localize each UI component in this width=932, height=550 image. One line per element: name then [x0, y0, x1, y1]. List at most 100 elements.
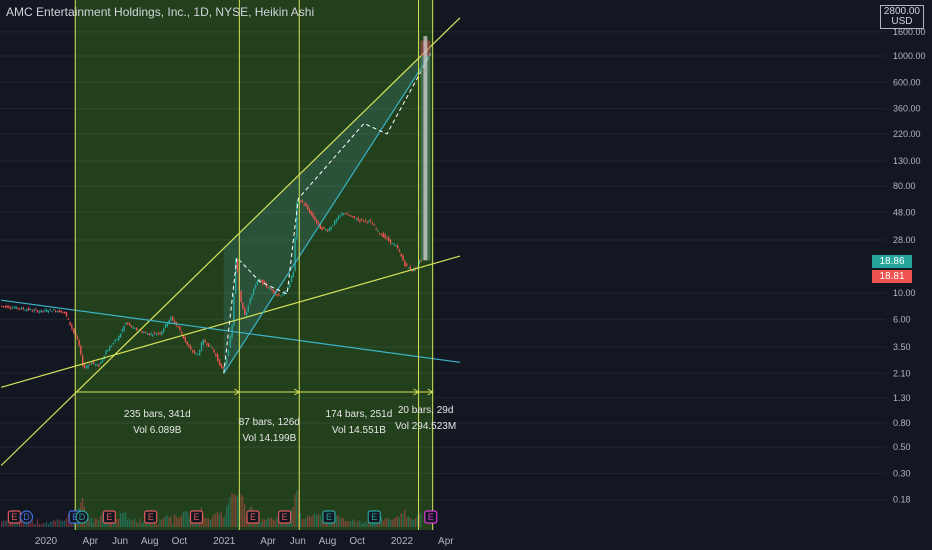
volume-bar: [89, 518, 91, 527]
earnings-marker: [367, 510, 381, 524]
x-tick-label: Apr: [83, 536, 99, 547]
volume-bar: [67, 513, 69, 527]
volume-bar: [154, 522, 156, 527]
volume-bar: [397, 515, 399, 527]
candle: [46, 309, 48, 313]
volume-bar: [321, 520, 323, 527]
volume-bar: [85, 518, 87, 527]
volume-bar: [391, 519, 393, 527]
volume-bar: [355, 522, 357, 527]
volume-bar: [56, 519, 58, 527]
volume-bar: [416, 515, 418, 527]
candle: [240, 290, 242, 303]
y-tick-label: 0.30: [893, 468, 911, 478]
volume-bar: [346, 521, 348, 527]
currency-label: USD: [891, 16, 913, 27]
volume-bar: [386, 517, 388, 527]
candle: [334, 220, 336, 225]
candle: [278, 294, 280, 296]
currency-selector[interactable]: 2800.00 USD: [879, 5, 924, 29]
candle: [361, 218, 363, 220]
volume-bar: [267, 517, 269, 527]
volume-bar: [152, 523, 154, 527]
volume-bar: [15, 522, 17, 527]
volume-bar: [301, 519, 303, 527]
volume-bar: [271, 517, 273, 527]
x-tick-label: 2020: [35, 536, 58, 547]
candle: [352, 216, 354, 218]
volume-bar: [299, 512, 301, 527]
earnings-marker: [189, 510, 204, 524]
candle: [409, 266, 411, 270]
volume-bar: [146, 522, 148, 527]
volume-bar: [244, 504, 246, 527]
candle: [105, 351, 107, 355]
candle: [17, 307, 19, 309]
candle: [242, 302, 244, 309]
candle: [58, 309, 60, 313]
volume-bar: [4, 520, 6, 527]
event-letter: E: [106, 512, 112, 522]
volume-bar: [170, 516, 172, 527]
volume-bar: [226, 506, 228, 527]
volume-bar: [17, 522, 19, 527]
x-tick-label: Oct: [172, 536, 188, 547]
event-letter: E: [282, 512, 288, 522]
volume-bar: [319, 514, 321, 527]
candle: [416, 265, 419, 267]
earnings-marker: [246, 510, 260, 524]
volume-bar: [137, 522, 139, 527]
candle: [37, 310, 39, 313]
volume-bar: [215, 513, 217, 527]
candle: [10, 308, 12, 310]
candle: [314, 216, 316, 221]
candle: [249, 298, 251, 304]
candle: [208, 343, 210, 347]
candle: [173, 320, 176, 324]
candle: [341, 213, 343, 216]
candle: [359, 219, 361, 222]
candle: [96, 364, 98, 366]
candle: [215, 353, 217, 356]
candle: [224, 364, 226, 369]
volume-bar: [415, 518, 417, 527]
candle: [6, 305, 8, 308]
volume-bar: [164, 516, 166, 527]
volume-bar: [260, 521, 262, 527]
candle: [397, 245, 399, 248]
event-letter: E: [428, 512, 434, 522]
candle: [272, 289, 275, 293]
range-volume-label: Vol 294.523M: [395, 421, 456, 432]
candle: [256, 281, 258, 285]
candle: [280, 295, 282, 297]
volume-bar: [2, 520, 4, 527]
highlight-zone: [75, 0, 433, 530]
volume-bar: [366, 523, 368, 527]
candle: [319, 223, 321, 230]
volume-bar: [290, 509, 292, 527]
volume-bar: [213, 514, 215, 527]
volume-bar: [37, 519, 39, 527]
candle: [199, 350, 201, 356]
candle: [141, 331, 143, 333]
candle: [289, 282, 291, 288]
candle: [15, 306, 17, 309]
volume-bar: [168, 517, 170, 527]
candle: [125, 322, 127, 325]
candle: [218, 359, 221, 366]
volume-bar: [269, 518, 271, 527]
volume-bar: [161, 519, 163, 527]
volume-bar: [217, 512, 219, 527]
candle: [301, 199, 303, 203]
candle: [51, 311, 53, 313]
candle: [305, 203, 307, 207]
candle: [67, 318, 69, 320]
volume-bar: [413, 519, 415, 527]
candle: [8, 306, 10, 308]
candle: [269, 287, 271, 289]
volume-bar: [139, 518, 141, 527]
volume-bar: [218, 514, 220, 527]
candle: [170, 317, 172, 321]
